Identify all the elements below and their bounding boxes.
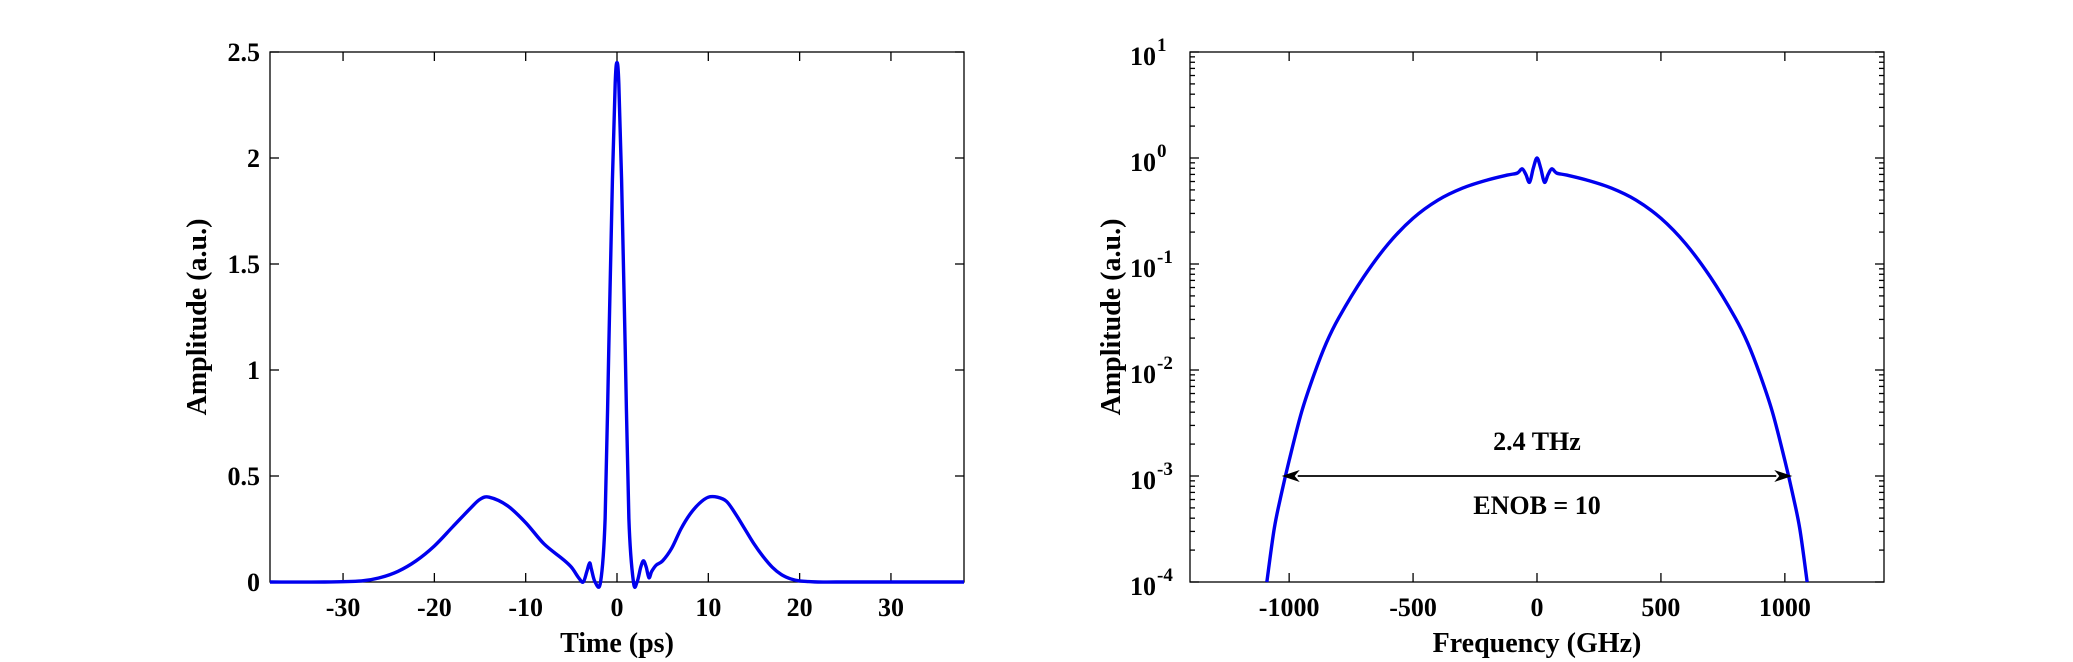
- freq-x-tick-label: -1000: [1259, 593, 1320, 622]
- freq-y-tick-label-base: 10: [1130, 148, 1156, 177]
- freq-y-tick-label-base: 10: [1130, 360, 1156, 389]
- time-series-line: [269, 60, 964, 590]
- time-plot-frame: [269, 51, 965, 583]
- time-y-tick-label: 1: [247, 356, 260, 385]
- spectrum-series-line: [1265, 156, 1809, 583]
- time-y-tick-labels: 0 0.5 1 1.5 2 2.5: [228, 38, 261, 597]
- time-x-tick-label: -30: [326, 593, 361, 622]
- time-y-axis-label: Amplitude (a.u.): [182, 219, 213, 416]
- time-y-tick-label: 0.5: [228, 462, 261, 491]
- freq-y-tick-label-base: 10: [1130, 572, 1156, 601]
- freq-x-tick-label: 0: [1531, 593, 1544, 622]
- bandwidth-arrow: [1281, 470, 1793, 482]
- freq-y-tick-label: 10 0: [1130, 141, 1167, 177]
- freq-ticks: [1190, 51, 1884, 583]
- freq-y-tick-label: 10 -4: [1130, 565, 1173, 601]
- freq-y-tick-label: 10 -1: [1130, 247, 1173, 283]
- freq-y-tick-label-exponent: -2: [1157, 353, 1173, 374]
- freq-y-tick-label: 10 -2: [1130, 353, 1173, 389]
- time-y-tick-label: 1.5: [228, 250, 261, 279]
- freq-y-tick-label-exponent: -1: [1157, 247, 1173, 268]
- enob-label: ENOB = 10: [1473, 491, 1601, 520]
- arrow-head-left-icon: [1281, 470, 1300, 482]
- time-ticks: [270, 51, 964, 583]
- bandwidth-label: 2.4 THz: [1493, 427, 1581, 456]
- freq-y-tick-label-exponent: -3: [1157, 459, 1173, 480]
- arrow-head-right-icon: [1774, 470, 1793, 482]
- time-x-tick-label: -20: [417, 593, 452, 622]
- time-x-tick-label: -10: [508, 593, 543, 622]
- freq-x-tick-label: -500: [1389, 593, 1437, 622]
- time-x-tick-label: 10: [695, 593, 721, 622]
- time-x-tick-label: 0: [611, 593, 624, 622]
- time-x-tick-label: 30: [878, 593, 904, 622]
- freq-x-tick-labels: -1000 -500 0 500 1000: [1259, 593, 1811, 622]
- freq-y-axis-label: Amplitude (a.u.): [1096, 219, 1127, 416]
- time-y-tick-label: 2.5: [228, 38, 261, 67]
- time-x-tick-label: 20: [787, 593, 813, 622]
- freq-y-tick-label: 10 1: [1130, 35, 1167, 71]
- freq-x-tick-label: 500: [1641, 593, 1680, 622]
- time-y-tick-label: 2: [247, 144, 260, 173]
- freq-y-tick-label-exponent: 1: [1157, 35, 1167, 56]
- time-domain-chart: -30 -20 -10 0 10 20 30 00.511.522.5 Time (ps) …: [182, 38, 965, 659]
- freq-y-tick-label: 10 -3: [1130, 459, 1173, 495]
- time-x-tick-labels: -30 -20 -10 0 10 20 30: [326, 593, 904, 622]
- freq-y-tick-label-exponent: 0: [1157, 141, 1167, 162]
- time-x-axis-label: Time (ps): [560, 628, 674, 659]
- freq-y-tick-label-base: 10: [1130, 466, 1156, 495]
- time-y-tick-label: 0: [247, 568, 260, 597]
- freq-x-axis-label: Frequency (GHz): [1433, 628, 1642, 659]
- freq-y-tick-label-exponent: -4: [1157, 565, 1173, 586]
- freq-y-tick-label-base: 10: [1130, 42, 1156, 71]
- freq-y-tick-label-base: 10: [1130, 254, 1156, 283]
- freq-x-tick-label: 1000: [1759, 593, 1811, 622]
